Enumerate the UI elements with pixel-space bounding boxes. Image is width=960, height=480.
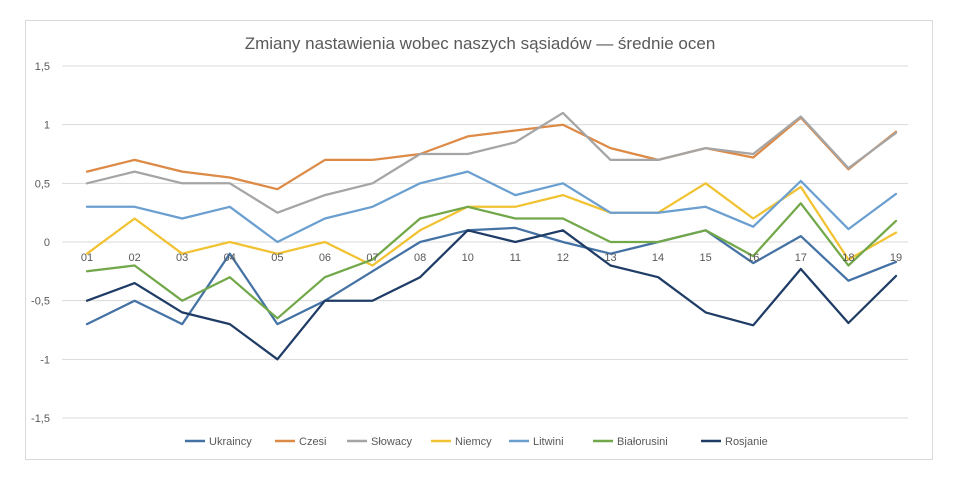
x-tick-label: 04 — [224, 252, 236, 264]
legend-item: Niemcy — [431, 436, 492, 448]
x-tick-label: 15 — [700, 252, 712, 264]
x-tick-label: 10 — [462, 252, 474, 264]
x-tick-label: 19 — [890, 252, 902, 264]
legend: Ukraincy Czesi Słowacy Niemcy Litwini Białoru… — [185, 436, 768, 448]
legend-label: Rosjanie — [725, 436, 768, 448]
x-tick-label: 08 — [414, 252, 426, 264]
series-lines — [85, 111, 898, 361]
x-tick-label: 13 — [604, 252, 616, 264]
y-tick-label: -1 — [40, 354, 50, 366]
y-tick-label: -1,5 — [31, 413, 50, 425]
y-tick-label: -0,5 — [31, 296, 50, 308]
series-line-litwini — [85, 170, 898, 244]
x-tick-label: 16 — [747, 252, 759, 264]
y-tick-label: 1 — [44, 120, 50, 132]
x-tick-label: 11 — [510, 252, 521, 264]
y-axis: 1,5 1 0,5 0 -0,5 -1 -1,5 — [31, 61, 50, 425]
legend-label: Niemcy — [455, 436, 492, 448]
legend-label: Ukraincy — [209, 436, 252, 448]
y-tick-label: 0,5 — [35, 178, 50, 190]
series-line-czesi — [85, 116, 898, 191]
x-tick-label: 12 — [557, 252, 569, 264]
x-axis: 01 02 03 04 05 06 07 08 10 11 12 13 14 15 16 17 18 19 — [81, 252, 902, 264]
x-tick-label: 18 — [842, 252, 854, 264]
legend-label: Słowacy — [371, 436, 412, 448]
series-line-słowacy — [85, 111, 898, 214]
x-tick-label: 17 — [795, 252, 807, 264]
legend-item: Białorusini — [593, 436, 668, 448]
x-tick-label: 05 — [271, 252, 283, 264]
y-tick-label: 0 — [44, 237, 50, 249]
legend-item: Słowacy — [347, 436, 412, 448]
x-tick-label: 06 — [319, 252, 331, 264]
legend-item: Ukraincy — [185, 436, 252, 448]
x-tick-label: 03 — [176, 252, 188, 264]
chart-title: Zmiany nastawienia wobec naszych sąsiadó… — [245, 34, 716, 53]
x-tick-label: 01 — [81, 252, 93, 264]
x-tick-label: 02 — [128, 252, 140, 264]
chart-frame — [25, 20, 933, 460]
x-tick-label: 07 — [366, 252, 378, 264]
y-tick-label: 1,5 — [35, 61, 50, 73]
series-line-ukraincy — [85, 226, 898, 326]
series-line-niemcy — [85, 182, 898, 267]
legend-label: Białorusini — [617, 436, 668, 448]
x-tick-label: 14 — [652, 252, 664, 264]
legend-label: Litwini — [533, 436, 564, 448]
series-line-białorusini — [85, 202, 898, 320]
legend-label: Czesi — [299, 436, 327, 448]
gridlines — [62, 65, 908, 419]
series-line-rosjanie — [85, 229, 898, 361]
legend-item: Rosjanie — [701, 436, 768, 448]
legend-item: Czesi — [275, 436, 327, 448]
legend-item: Litwini — [509, 436, 564, 448]
